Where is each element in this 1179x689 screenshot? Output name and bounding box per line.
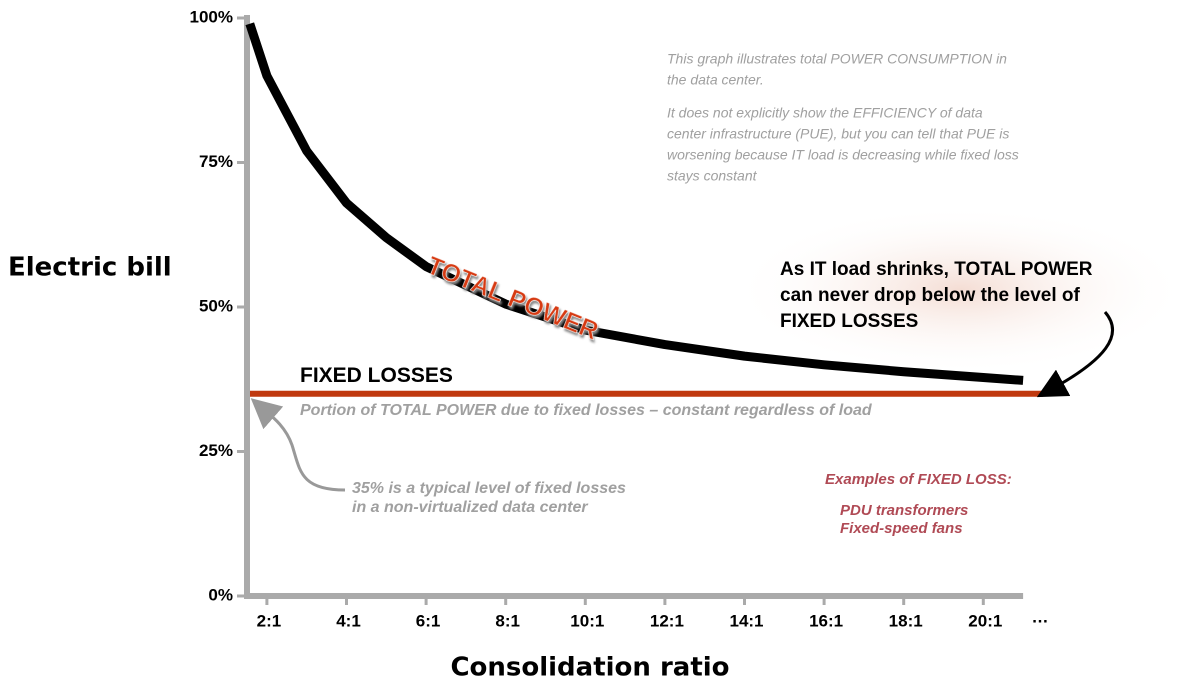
examples-item: PDU transformers	[840, 502, 968, 519]
typical-note: in a non-virtualized data center	[352, 499, 588, 516]
callout-arrow	[1036, 311, 1115, 398]
callout-text: FIXED LOSSES	[780, 311, 918, 332]
callout-text: can never drop below the level of	[780, 285, 1081, 306]
y-tick-label: 0%	[208, 585, 233, 604]
fixed-losses-label: FIXED LOSSES	[300, 364, 453, 387]
examples-item: Fixed-speed fans	[840, 520, 963, 537]
x-tick-label: 12:1	[650, 611, 684, 630]
note-text: It does not explicitly show the EFFICIEN…	[667, 105, 983, 121]
note-text: This graph illustrates total POWER CONSU…	[667, 51, 1007, 67]
x-tick-ellipsis: …	[1032, 607, 1049, 626]
x-tick-label: 2:1	[257, 611, 282, 630]
x-tick-label: 16:1	[809, 611, 843, 630]
total-power-label: TOTAL POWER	[423, 252, 602, 346]
x-axis-title: Consolidation ratio	[450, 653, 729, 683]
x-tick-label: 8:1	[495, 611, 520, 630]
typical-note: 35% is a typical level of fixed losses	[352, 480, 626, 497]
note-text: stays constant	[667, 168, 758, 184]
x-tick-label: 14:1	[729, 611, 763, 630]
note-text: worsening because IT load is decreasing …	[667, 147, 1019, 163]
x-tick-label: 20:1	[968, 611, 1002, 630]
note-text: center infrastructure (PUE), but you can…	[667, 126, 1009, 142]
x-tick-label: 10:1	[570, 611, 604, 630]
x-tick-label: 6:1	[416, 611, 441, 630]
callout-text: As IT load shrinks, TOTAL POWER	[780, 259, 1093, 280]
x-tick-label: 4:1	[336, 611, 361, 630]
total-power-line	[245, 22, 1024, 385]
callout-glow	[730, 205, 1179, 375]
y-tick-label: 50%	[199, 296, 233, 315]
x-tick-label: 18:1	[889, 611, 923, 630]
y-axis-title: Electric bill	[8, 253, 172, 283]
note-text: the data center.	[667, 72, 764, 88]
y-tick-label: 100%	[190, 7, 233, 26]
fixed-losses-caption: Portion of TOTAL POWER due to fixed loss…	[300, 402, 873, 419]
y-tick-label: 25%	[199, 441, 233, 460]
examples-title: Examples of FIXED LOSS:	[825, 471, 1012, 488]
typical-arrow	[250, 398, 346, 492]
y-tick-label: 75%	[199, 152, 233, 171]
